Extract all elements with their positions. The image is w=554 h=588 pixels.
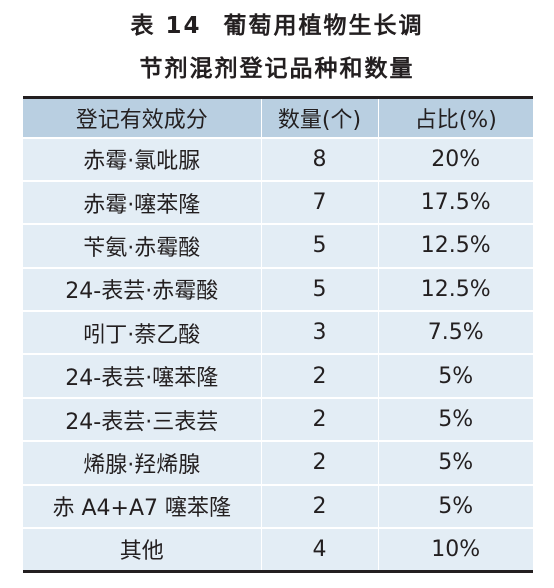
cell-ingredient: 赤 A4+A7 噻苯隆 xyxy=(23,484,262,530)
cell-count: 2 xyxy=(261,484,379,530)
cell-share: 7.5% xyxy=(378,311,533,356)
table-title-line-1: 表 14 葡萄用植物生长调 xyxy=(0,6,554,40)
cell-count: 2 xyxy=(261,354,379,399)
table-row: 苄氨·赤霉酸 5 12.5% xyxy=(23,224,533,269)
cell-count: 8 xyxy=(261,137,379,182)
cell-count: 2 xyxy=(261,441,379,486)
table-row: 赤霉·氯吡脲 8 20% xyxy=(23,137,533,182)
table-row: 24-表芸·赤霉酸 5 12.5% xyxy=(23,267,533,313)
cell-ingredient: 其他 xyxy=(23,528,262,573)
cell-ingredient: 赤霉·氯吡脲 xyxy=(23,137,262,182)
header-share: 占比(%) xyxy=(378,96,533,139)
cell-ingredient: 24-表芸·噻苯隆 xyxy=(23,354,262,399)
table-row: 烯腺·羟烯腺 2 5% xyxy=(23,441,533,486)
cell-ingredient: 24-表芸·赤霉酸 xyxy=(23,267,262,313)
cell-count: 3 xyxy=(261,311,379,356)
registration-table: 登记有效成分 数量(个) 占比(%) 赤霉·氯吡脲 8 20% 赤霉·噻苯隆 7… xyxy=(23,96,533,573)
table-row: 赤霉·噻苯隆 7 17.5% xyxy=(23,180,533,226)
cell-share: 20% xyxy=(378,137,533,182)
cell-share: 5% xyxy=(378,397,533,443)
table-number: 表 14 xyxy=(130,13,202,39)
header-ingredient: 登记有效成分 xyxy=(23,96,262,139)
cell-share: 12.5% xyxy=(378,224,533,269)
cell-ingredient: 苄氨·赤霉酸 xyxy=(23,224,262,269)
table-row: 24-表芸·三表芸 2 5% xyxy=(23,397,533,443)
cell-share: 5% xyxy=(378,441,533,486)
table-row: 其他 4 10% xyxy=(23,528,533,573)
cell-count: 7 xyxy=(261,180,379,226)
cell-count: 2 xyxy=(261,397,379,443)
cell-ingredient: 24-表芸·三表芸 xyxy=(23,397,262,443)
cell-share: 5% xyxy=(378,484,533,530)
header-count: 数量(个) xyxy=(261,96,379,139)
table-row: 吲丁·萘乙酸 3 7.5% xyxy=(23,311,533,356)
cell-share: 5% xyxy=(378,354,533,399)
table-title-line-2: 节剂混剂登记品种和数量 xyxy=(139,56,415,82)
cell-count: 5 xyxy=(261,267,379,313)
cell-share: 12.5% xyxy=(378,267,533,313)
cell-share: 17.5% xyxy=(378,180,533,226)
table-header-row: 登记有效成分 数量(个) 占比(%) xyxy=(23,96,533,139)
cell-ingredient: 赤霉·噻苯隆 xyxy=(23,180,262,226)
table-row: 赤 A4+A7 噻苯隆 2 5% xyxy=(23,484,533,530)
cell-ingredient: 吲丁·萘乙酸 xyxy=(23,311,262,356)
cell-count: 4 xyxy=(261,528,379,573)
cell-share: 10% xyxy=(378,528,533,573)
cell-count: 5 xyxy=(261,224,379,269)
cell-ingredient: 烯腺·羟烯腺 xyxy=(23,441,262,486)
table-title-text: 葡萄用植物生长调 xyxy=(223,13,424,39)
table-row: 24-表芸·噻苯隆 2 5% xyxy=(23,354,533,399)
